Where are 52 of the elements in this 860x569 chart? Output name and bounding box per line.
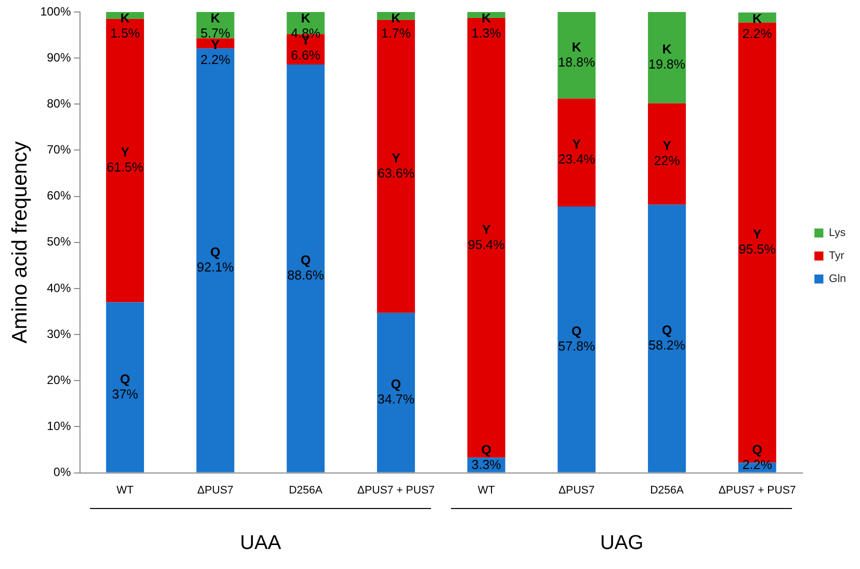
data-label: K 18.8% bbox=[558, 39, 596, 70]
bar bbox=[106, 302, 144, 472]
y-tick-label: 60% bbox=[46, 188, 72, 203]
data-label: Y 61.5% bbox=[106, 144, 144, 175]
bar bbox=[558, 206, 596, 472]
y-tick-label: 100% bbox=[40, 4, 72, 18]
y-axis-title: Amino acid frequency bbox=[8, 140, 32, 344]
bar bbox=[648, 103, 686, 205]
data-label: Y 22% bbox=[654, 138, 680, 168]
bar bbox=[196, 38, 234, 48]
y-tick-label: 40% bbox=[46, 280, 72, 295]
y-tick-label: 90% bbox=[46, 50, 72, 64]
data-label: Y 95.4% bbox=[468, 222, 506, 252]
legend-label: Gln bbox=[828, 273, 846, 286]
x-tick-label: ΔPUS7 bbox=[197, 484, 234, 496]
data-label: K 2.2% bbox=[742, 11, 772, 42]
y-tick-label: 50% bbox=[46, 234, 72, 249]
bar bbox=[648, 204, 686, 472]
x-tick-label: D256A bbox=[650, 484, 684, 496]
data-label: Y 95.5% bbox=[738, 226, 776, 257]
data-label: Q 34.7% bbox=[378, 376, 415, 407]
y-tick-label: 20% bbox=[46, 372, 72, 387]
legend-label: Tyr bbox=[828, 250, 844, 262]
data-label: Q 57.8% bbox=[558, 323, 596, 354]
y-tick-label: 70% bbox=[46, 142, 72, 157]
y-tick-label: 80% bbox=[46, 96, 72, 110]
data-label: Y 23.4% bbox=[558, 136, 596, 167]
bar bbox=[377, 312, 415, 472]
x-tick-label: WT bbox=[116, 484, 134, 496]
x-tick-label: ΔPUS7 + PUS7 bbox=[718, 484, 796, 496]
x-tick-label: ΔPUS7 + PUS7 bbox=[357, 484, 435, 496]
bar bbox=[286, 64, 325, 472]
legend-label: Lys bbox=[828, 227, 846, 240]
bar bbox=[648, 12, 686, 104]
x-tick-label: D256A bbox=[288, 484, 324, 496]
x-tick-label: ΔPUS7 bbox=[558, 484, 595, 496]
text: UAA bbox=[240, 532, 282, 555]
data-label: Q 3.3% bbox=[471, 442, 502, 472]
y-tick-label: 30% bbox=[46, 326, 72, 341]
data-label: Y 63.6% bbox=[378, 150, 415, 180]
bar bbox=[558, 98, 596, 206]
text: UAG bbox=[600, 532, 644, 555]
data-label: Q 37% bbox=[112, 371, 138, 402]
bar bbox=[558, 12, 596, 99]
data-label: Q 88.6% bbox=[287, 252, 325, 282]
data-label: Q 92.1% bbox=[196, 244, 234, 274]
x-tick-label: WT bbox=[478, 484, 496, 496]
y-tick-label: 0% bbox=[54, 465, 72, 480]
data-label: Q 58.2% bbox=[648, 322, 686, 353]
data-label: K 19.8% bbox=[648, 42, 686, 72]
bar bbox=[196, 48, 234, 472]
y-tick-label: 10% bbox=[46, 419, 72, 434]
